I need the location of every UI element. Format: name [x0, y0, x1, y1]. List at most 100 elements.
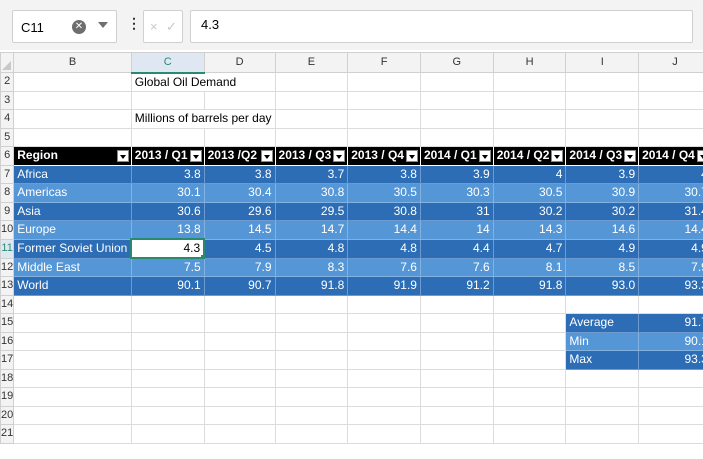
table-header-cell[interactable]: 2013 / Q3 — [274, 146, 349, 166]
region-cell[interactable]: World — [13, 276, 132, 296]
cell[interactable] — [419, 90, 494, 110]
value-cell[interactable]: 4.8 — [274, 238, 349, 259]
cell[interactable] — [13, 294, 132, 314]
value-cell[interactable]: 30.2 — [565, 201, 640, 221]
cell[interactable] — [203, 424, 276, 444]
cell[interactable] — [419, 350, 494, 370]
cell[interactable] — [638, 424, 703, 444]
cell[interactable] — [419, 313, 494, 333]
row-header-10[interactable]: 10 — [0, 220, 15, 240]
region-cell[interactable]: Europe — [13, 220, 132, 240]
cell[interactable] — [130, 294, 205, 314]
value-cell[interactable]: 7.6 — [419, 257, 494, 277]
value-cell[interactable]: 8.5 — [565, 257, 640, 277]
value-cell[interactable]: 4.8 — [347, 238, 421, 259]
table-header-cell[interactable]: 2014 / Q4 — [638, 146, 703, 166]
cell[interactable] — [130, 424, 205, 444]
value-cell[interactable]: 7.9 — [638, 257, 703, 277]
value-cell[interactable]: 4.4 — [419, 238, 494, 259]
cell[interactable] — [347, 424, 421, 444]
column-header-h[interactable]: H — [492, 52, 567, 73]
cell[interactable] — [419, 405, 494, 425]
value-cell[interactable]: 30.5 — [347, 183, 421, 203]
stat-value[interactable]: 93.3 — [638, 350, 703, 370]
filter-dropdown-icon[interactable] — [189, 150, 202, 162]
cell[interactable] — [130, 331, 205, 351]
cell[interactable] — [203, 368, 276, 388]
cell[interactable] — [419, 368, 494, 388]
row-header-2[interactable]: 2 — [0, 72, 15, 92]
value-cell[interactable]: 4 — [638, 164, 703, 184]
row-header-5[interactable]: 5 — [0, 127, 15, 147]
cell[interactable] — [274, 368, 349, 388]
value-cell[interactable]: 4.9 — [638, 238, 703, 259]
value-cell[interactable]: 30.8 — [347, 201, 421, 221]
value-cell[interactable]: 30.5 — [492, 183, 567, 203]
cell[interactable] — [274, 350, 349, 370]
cancel-icon[interactable]: × — [150, 19, 158, 34]
value-cell[interactable]: 30.8 — [274, 183, 349, 203]
table-header-cell[interactable]: 2014 / Q3 — [565, 146, 640, 166]
cell[interactable] — [13, 424, 132, 444]
stat-label[interactable]: Average — [565, 313, 640, 333]
table-header-cell[interactable]: 2013 / Q1 — [130, 146, 205, 166]
cell[interactable] — [347, 331, 421, 351]
stat-label[interactable]: Min — [565, 331, 640, 351]
cell[interactable] — [565, 127, 640, 147]
table-header-cell[interactable]: Region — [13, 146, 132, 166]
cell[interactable] — [13, 109, 132, 129]
column-header-j[interactable]: J — [638, 52, 703, 73]
value-cell[interactable]: 4.5 — [203, 238, 276, 259]
cell[interactable] — [419, 424, 494, 444]
active-cell[interactable]: 4.3 — [130, 238, 206, 259]
cell[interactable] — [638, 127, 703, 147]
cell[interactable] — [638, 368, 703, 388]
cell[interactable] — [492, 72, 567, 92]
cell[interactable] — [492, 313, 567, 333]
more-options-icon[interactable]: ⋮ — [127, 15, 141, 31]
cell[interactable] — [347, 405, 421, 425]
cell[interactable] — [13, 127, 132, 147]
cell[interactable] — [274, 109, 349, 129]
cell[interactable] — [419, 72, 494, 92]
cell[interactable] — [274, 294, 349, 314]
sheet-subtitle[interactable]: Millions of barrels per day — [130, 109, 276, 129]
cell[interactable] — [13, 90, 132, 110]
value-cell[interactable]: 90.1 — [130, 276, 205, 296]
row-header-16[interactable]: 16 — [0, 331, 15, 351]
cell[interactable] — [203, 313, 276, 333]
stat-value[interactable]: 90.1 — [638, 331, 703, 351]
cell[interactable] — [565, 72, 640, 92]
cell[interactable] — [13, 313, 132, 333]
cell[interactable] — [492, 405, 567, 425]
row-header-18[interactable]: 18 — [0, 368, 15, 388]
region-cell[interactable]: Africa — [13, 164, 132, 184]
value-cell[interactable]: 90.7 — [203, 276, 276, 296]
filter-dropdown-icon[interactable] — [696, 150, 703, 162]
cell[interactable] — [565, 90, 640, 110]
formula-input[interactable]: 4.3 — [190, 10, 693, 43]
value-cell[interactable]: 14 — [419, 220, 494, 240]
filter-dropdown-icon[interactable] — [478, 150, 491, 162]
filter-dropdown-icon[interactable] — [116, 150, 129, 162]
spreadsheet-grid[interactable]: B C D E F G H I J 2 Global Oil Demand 3 4 Millions of… — [0, 52, 703, 444]
cell[interactable] — [492, 331, 567, 351]
row-header-9[interactable]: 9 — [0, 201, 15, 221]
stat-label[interactable]: Max — [565, 350, 640, 370]
stat-value[interactable]: 91.7 — [638, 313, 703, 333]
column-header-d[interactable]: D — [203, 52, 276, 73]
cell[interactable] — [347, 368, 421, 388]
cell[interactable] — [13, 368, 132, 388]
cell[interactable] — [638, 387, 703, 407]
column-header-b[interactable]: B — [13, 52, 132, 73]
value-cell[interactable]: 4.7 — [492, 238, 567, 259]
cell[interactable] — [419, 331, 494, 351]
cell[interactable] — [274, 90, 349, 110]
cell[interactable] — [13, 405, 132, 425]
value-cell[interactable]: 3.7 — [274, 164, 349, 184]
value-cell[interactable]: 91.8 — [492, 276, 567, 296]
table-header-cell[interactable]: 2014 / Q2 — [492, 146, 567, 166]
cell[interactable] — [347, 313, 421, 333]
filter-dropdown-icon[interactable] — [333, 150, 346, 162]
cell[interactable] — [419, 109, 494, 129]
